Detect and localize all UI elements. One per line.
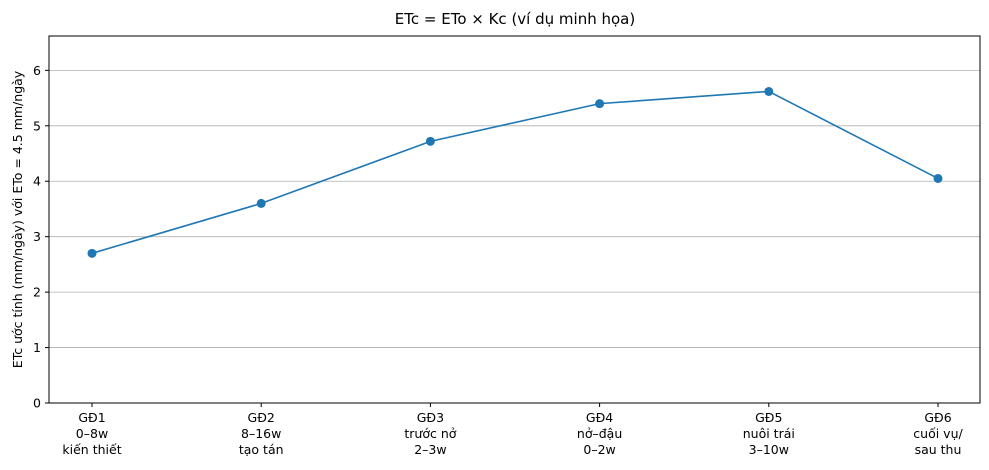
data-points [87,86,943,258]
plot-frame [48,35,981,404]
xtick-label-3: GĐ4 nở–đậu 0–2w [577,410,622,457]
xtick-label-1: GĐ2 8–16w tạo tán [239,410,284,457]
y-axis-label: ETc ước tính (mm/ngày) với ETo = 4.5 mm/… [10,70,25,368]
grid-lines [49,69,980,404]
y-axis-ticks: 0 1 2 3 4 5 6 [33,63,49,411]
xtick-label-4: GĐ5 nuôi trái 3–10w [743,410,795,457]
ytick-label-1: 1 [33,340,41,355]
xtick-label-5: GĐ6 cuối vụ/sau thu [913,410,963,457]
xtick-label-2: GĐ3 trước nở 2–3w [404,410,456,457]
data-point-4 [764,86,774,96]
ytick-label-3: 3 [33,229,41,244]
ytick-label-4: 4 [33,174,41,189]
x-axis-ticks: GĐ1 0–8w kiến thiết GĐ2 8–16w tạo tán GĐ3 trước… [62,403,963,457]
xtick-label-0: GĐ1 0–8w kiến thiết [62,410,121,457]
series-line-layer [91,90,939,255]
data-point-5 [933,173,943,183]
ytick-label-6: 6 [33,63,41,78]
ytick-label-5: 5 [33,118,41,133]
ytick-label-2: 2 [33,285,41,300]
chart-title: ETc = ETo × Kc (ví dụ minh họa) [395,10,635,28]
data-point-2 [425,136,435,146]
data-point-1 [256,198,266,208]
ytick-label-0: 0 [33,396,41,411]
data-point-0 [87,248,97,258]
data-point-3 [595,99,605,109]
series-line [91,90,939,255]
